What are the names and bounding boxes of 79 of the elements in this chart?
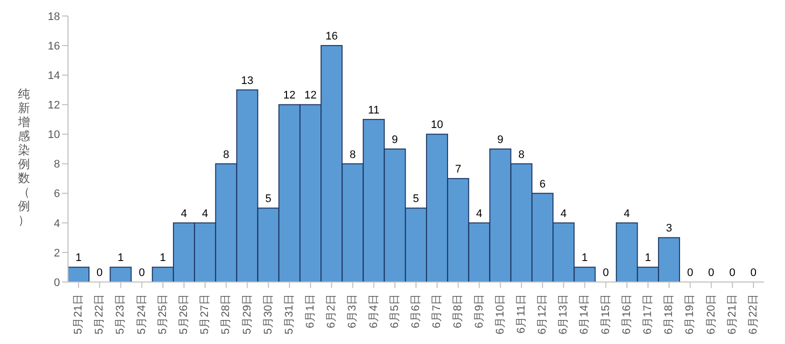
x-tick-label: 6月21日 [726,294,738,334]
x-tick-label: 6月22日 [747,294,760,334]
y-tick-label: 4 [54,218,60,230]
x-tick-label: 6月11日 [515,294,528,334]
data-label: 16 [325,30,338,43]
y-tick-label: 18 [48,10,60,23]
x-tick-label: 6月20日 [705,294,718,334]
x-tick-label: 6月14日 [578,294,591,334]
data-label: 0 [750,267,756,279]
y-tick-label: 2 [54,247,60,260]
x-tick-label: 5月22日 [94,294,106,334]
data-label: 7 [455,164,462,176]
data-label: 11 [368,104,380,116]
x-tick-label: 6月1日 [304,294,317,328]
data-label: 12 [283,90,296,102]
y-tick-label: 10 [48,129,60,142]
x-tick-label: 5月28日 [220,294,232,334]
x-tick-label: 5月29日 [241,294,254,334]
data-label: 13 [241,74,254,87]
data-label: 0 [708,267,714,279]
text: 纯新增感染例数（例） [18,87,30,227]
data-label: 1 [75,252,82,264]
x-tick-label: 6月7日 [431,294,444,328]
data-label: 0 [729,267,736,279]
y-tick-label: 12 [48,100,60,112]
data-label: 4 [560,208,567,220]
y-tick-label: 0 [54,276,60,289]
x-tick-label: 6月15日 [600,294,612,334]
x-tick-label: 6月18日 [663,294,676,334]
x-tick-label: 6月2日 [326,294,338,328]
x-tick-label: 5月31日 [283,294,296,334]
x-tick-label: 6月6日 [410,294,422,328]
data-label: 4 [202,208,208,220]
data-label: 12 [304,90,317,102]
x-tick-label: 5月30日 [262,294,274,334]
data-label: 4 [180,208,188,220]
x-tick-label: 5月21日 [72,294,85,334]
x-tick-label: 6月4日 [368,294,380,328]
y-tick-label: 16 [48,40,60,52]
data-label: 4 [624,208,630,220]
x-tick-label: 5月24日 [136,294,148,334]
bar [68,266,90,282]
data-label: 5 [412,193,420,206]
data-label: 1 [118,252,124,264]
x-tick-label: 6月19日 [684,294,696,334]
x-tick-label: 5月27日 [199,294,212,334]
x-tick-label: 6月8日 [452,294,464,328]
data-label: 0 [96,267,103,279]
data-label: 0 [687,267,694,279]
data-label: 1 [644,252,652,264]
x-tick-label: 6月12日 [536,294,549,334]
data-label: 3 [666,222,672,235]
data-label: 0 [602,267,609,279]
x-tick-label: 6月5日 [388,294,401,328]
data-label: 8 [518,148,524,161]
data-label: 10 [430,119,444,132]
data-label: 0 [138,267,145,279]
data-label: 1 [160,252,166,264]
data-label: 1 [582,252,588,264]
data-label: 9 [392,134,398,146]
x-tick-label: 6月10日 [494,294,506,334]
y-tick-label: 6 [54,188,60,200]
data-label: 8 [350,148,356,161]
y-tick-label: 8 [54,158,60,171]
x-tick-label: 6月13日 [558,294,570,334]
data-label: 9 [497,134,504,146]
x-tick-label: 6月16日 [620,294,633,334]
y-tick-label: 14 [48,70,60,82]
x-tick-label: 5月23日 [114,294,127,334]
data-label: 5 [265,193,272,206]
data-label: 8 [223,148,230,161]
x-tick-label: 6月3日 [346,294,359,328]
x-tick-label: 6月17日 [642,294,654,334]
x-tick-label: 5月25日 [156,294,169,334]
x-tick-label: 6月9日 [473,294,486,328]
bar [110,266,132,282]
data-label: 6 [539,178,546,190]
data-label: 4 [476,208,482,220]
x-tick-label: 5月26日 [178,294,190,334]
